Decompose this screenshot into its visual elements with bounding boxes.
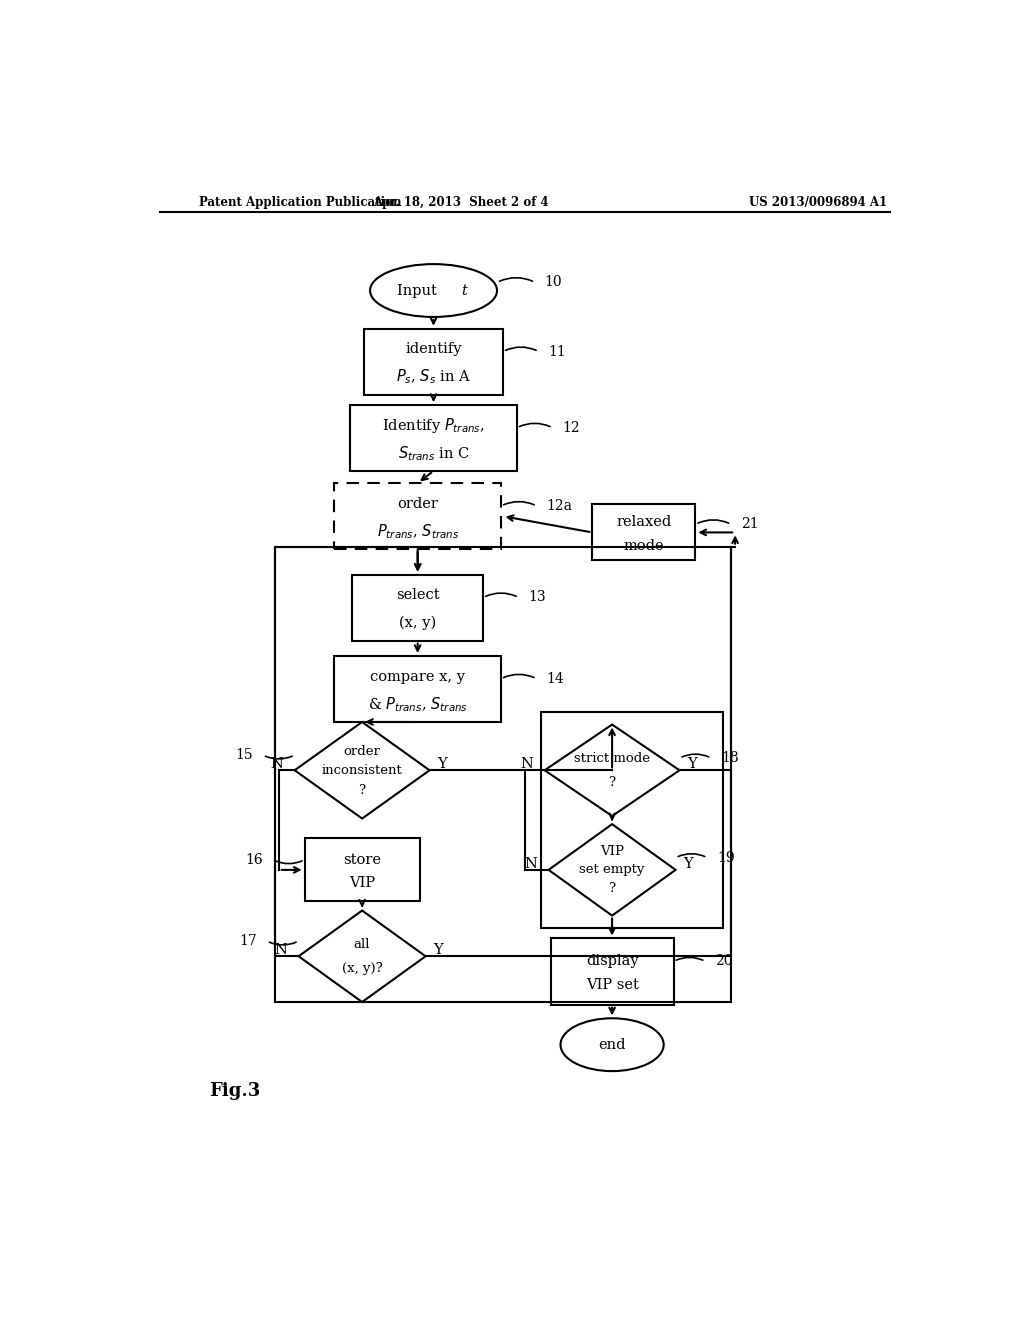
Text: set empty: set empty: [580, 863, 645, 876]
Bar: [334, 483, 501, 549]
Text: 13: 13: [528, 590, 546, 605]
Text: N: N: [520, 758, 532, 771]
Text: strict mode: strict mode: [574, 751, 650, 764]
Text: order: order: [397, 496, 438, 511]
Text: 20: 20: [715, 954, 732, 969]
FancyArrowPatch shape: [506, 347, 537, 350]
Text: Apr. 18, 2013  Sheet 2 of 4: Apr. 18, 2013 Sheet 2 of 4: [374, 195, 549, 209]
Text: compare x, y: compare x, y: [370, 669, 465, 684]
Text: N: N: [273, 944, 287, 957]
Text: ?: ?: [608, 882, 615, 895]
Text: display: display: [586, 954, 638, 969]
FancyArrowPatch shape: [504, 502, 535, 504]
Text: 12a: 12a: [546, 499, 572, 513]
Text: relaxed: relaxed: [616, 515, 672, 529]
Text: Y: Y: [437, 758, 447, 771]
Text: 17: 17: [240, 935, 257, 948]
Text: select: select: [396, 589, 439, 602]
Text: (x, y)?: (x, y)?: [342, 962, 383, 975]
Text: 10: 10: [545, 276, 562, 289]
Text: $P_{trans}$, $S_{trans}$: $P_{trans}$, $S_{trans}$: [377, 523, 459, 541]
Text: 11: 11: [548, 345, 566, 359]
Text: Patent Application Publication: Patent Application Publication: [200, 195, 402, 209]
FancyArrowPatch shape: [265, 756, 292, 759]
Text: 16: 16: [246, 853, 263, 867]
Text: mode: mode: [624, 539, 665, 553]
FancyArrowPatch shape: [269, 942, 296, 945]
Bar: [334, 656, 501, 722]
Text: 12: 12: [562, 421, 580, 434]
FancyArrowPatch shape: [504, 675, 535, 677]
Text: VIP: VIP: [349, 876, 375, 890]
Text: (x, y): (x, y): [399, 615, 436, 630]
FancyArrowPatch shape: [485, 593, 516, 597]
Text: order: order: [344, 746, 381, 759]
Text: identify: identify: [406, 342, 462, 356]
Bar: [541, 713, 723, 928]
Text: $S_{trans}$ in C: $S_{trans}$ in C: [397, 444, 469, 462]
Text: store: store: [343, 853, 381, 867]
Text: ?: ?: [608, 776, 615, 789]
Bar: [365, 329, 503, 395]
FancyArrowPatch shape: [519, 424, 550, 426]
Text: ?: ?: [358, 784, 366, 797]
Text: Y: Y: [433, 944, 443, 957]
Bar: [352, 574, 483, 640]
FancyArrowPatch shape: [500, 277, 532, 281]
FancyArrowPatch shape: [676, 957, 702, 960]
Text: & $P_{trans}$, $S_{trans}$: & $P_{trans}$, $S_{trans}$: [368, 694, 468, 714]
Bar: [350, 405, 517, 471]
Text: all: all: [354, 937, 371, 950]
Bar: [304, 838, 420, 902]
Text: $P_s$, $S_s$ in A: $P_s$, $S_s$ in A: [396, 367, 471, 387]
Bar: [551, 939, 674, 1005]
FancyArrowPatch shape: [275, 861, 302, 863]
Text: Input: Input: [397, 284, 441, 297]
Text: Y: Y: [687, 758, 697, 771]
Bar: [274, 546, 731, 1002]
Text: VIP: VIP: [600, 845, 624, 858]
FancyArrowPatch shape: [682, 754, 709, 756]
FancyArrowPatch shape: [698, 520, 729, 523]
FancyArrowPatch shape: [678, 854, 705, 857]
Text: 18: 18: [721, 751, 738, 766]
Text: N: N: [524, 857, 537, 871]
Text: N: N: [270, 758, 283, 771]
Text: Y: Y: [684, 857, 693, 871]
Text: inconsistent: inconsistent: [322, 764, 402, 776]
Text: end: end: [598, 1038, 626, 1052]
Bar: [592, 504, 695, 561]
Text: Identify $P_{trans}$,: Identify $P_{trans}$,: [382, 416, 485, 436]
Text: Fig.3: Fig.3: [210, 1082, 261, 1101]
Text: 14: 14: [546, 672, 564, 686]
Text: US 2013/0096894 A1: US 2013/0096894 A1: [750, 195, 888, 209]
Text: 21: 21: [740, 517, 759, 532]
Text: VIP set: VIP set: [586, 978, 639, 991]
Text: 19: 19: [717, 850, 734, 865]
Text: 15: 15: [236, 748, 253, 762]
Text: t: t: [461, 284, 467, 297]
